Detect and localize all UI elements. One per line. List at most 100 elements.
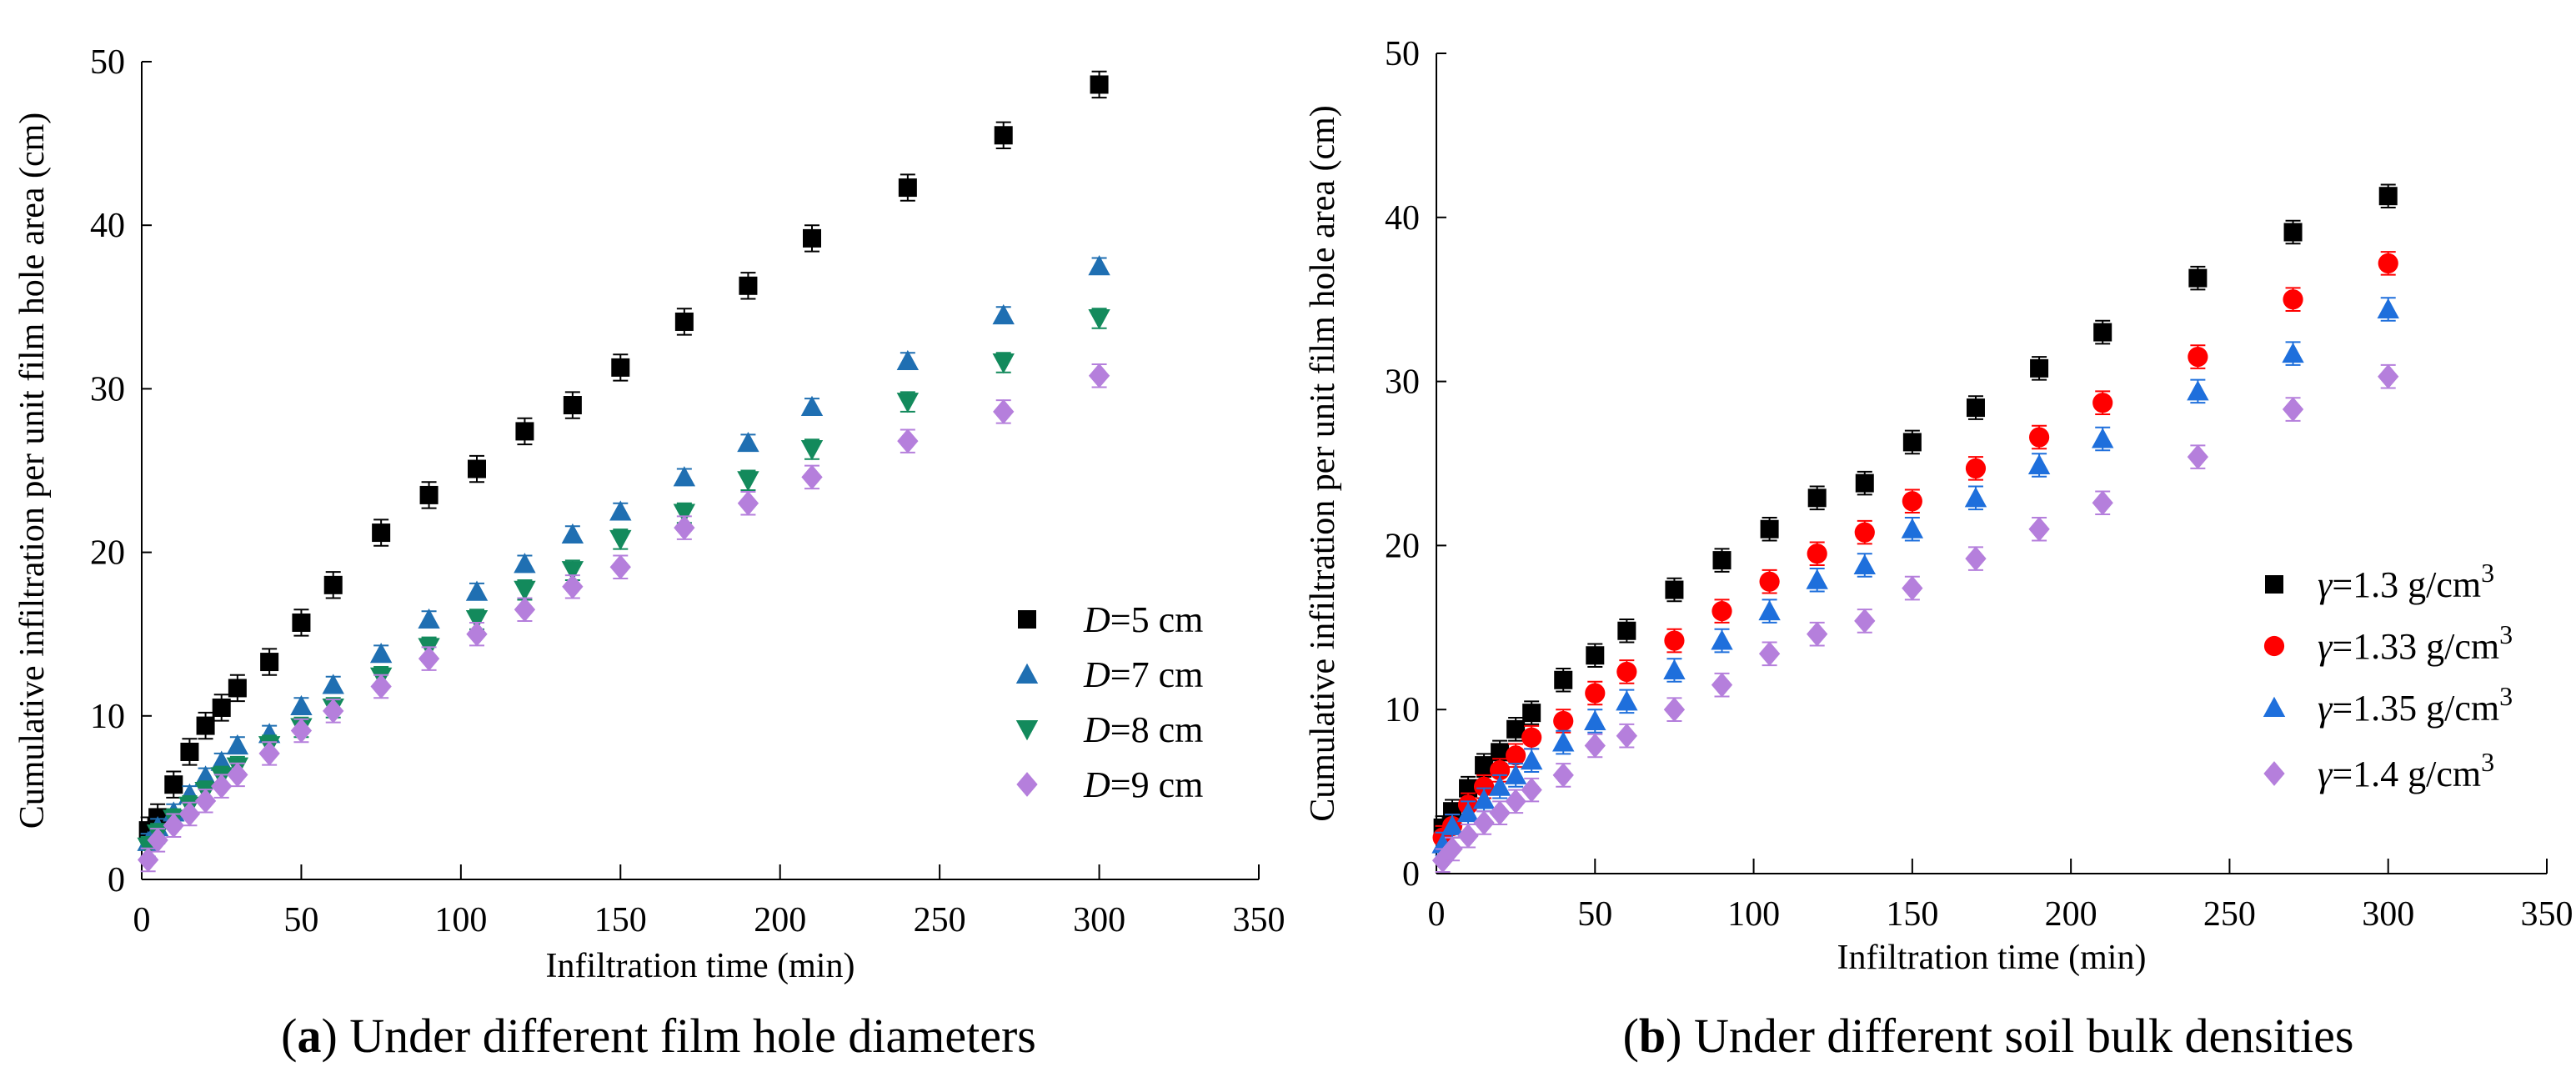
- data-point: [1504, 764, 1527, 784]
- data-point: [196, 716, 215, 735]
- data-point: [898, 178, 917, 198]
- data-point: [372, 523, 391, 543]
- data-point: [609, 554, 631, 580]
- data-point: [1505, 789, 1526, 814]
- data-point: [1584, 709, 1606, 730]
- data-point: [290, 718, 313, 744]
- y-tick-label: 10: [1385, 691, 1420, 729]
- data-point: [2030, 358, 2049, 378]
- data-point: [1475, 756, 1494, 775]
- data-point: [2092, 428, 2114, 448]
- data-point: [514, 553, 536, 574]
- data-point: [322, 674, 344, 694]
- data-point: [465, 580, 489, 601]
- data-point: [2028, 427, 2050, 448]
- x-tick-label: 250: [2203, 895, 2256, 934]
- data-point: [1456, 801, 1480, 823]
- data-point: [1441, 814, 1464, 835]
- data-point: [674, 515, 695, 541]
- data-point: [1711, 672, 1733, 698]
- data-point: [2283, 289, 2303, 310]
- legend-label: D=8 cm: [1083, 709, 1203, 750]
- data-point: [1473, 810, 1495, 835]
- legend-label: D=5 cm: [1083, 599, 1203, 640]
- data-point: [323, 699, 344, 724]
- y-tick-label: 30: [1385, 363, 1420, 402]
- data-point: [212, 698, 231, 717]
- data-point: [1712, 551, 1732, 570]
- legend-marker: [2263, 696, 2286, 717]
- data-point: [801, 464, 823, 490]
- data-point: [897, 428, 919, 454]
- data-point: [674, 312, 694, 331]
- legend-label: D=9 cm: [1083, 764, 1203, 805]
- y-tick-label: 10: [90, 698, 125, 736]
- data-point: [1965, 546, 1987, 571]
- data-point: [1457, 823, 1479, 849]
- data-point: [1854, 609, 1876, 634]
- data-point: [180, 742, 199, 761]
- x-tick-label: 50: [283, 901, 318, 939]
- data-point: [258, 741, 280, 766]
- data-point: [561, 561, 584, 582]
- x-tick-label: 350: [1233, 901, 1285, 939]
- series-3: [138, 363, 1110, 873]
- data-point: [1663, 659, 1686, 679]
- data-point: [673, 466, 696, 487]
- data-point: [515, 422, 534, 441]
- x-tick-label: 100: [1727, 895, 1780, 934]
- data-point: [1758, 641, 1781, 667]
- data-point: [2092, 393, 2113, 413]
- data-point: [2027, 453, 2051, 474]
- data-point: [1663, 697, 1686, 723]
- series-0: [138, 70, 1109, 844]
- data-point: [1522, 704, 1541, 723]
- data-point: [1521, 777, 1542, 803]
- y-tick-label: 0: [108, 861, 125, 899]
- data-point: [227, 762, 248, 788]
- data-point: [2188, 346, 2208, 368]
- chart-caption: (b) Under different soil bulk densities: [1623, 1009, 2354, 1063]
- legend-label: γ=1.3 g/cm3: [2318, 558, 2494, 605]
- data-point: [1616, 661, 1637, 683]
- data-point: [1760, 519, 1779, 538]
- data-point: [2282, 342, 2304, 363]
- data-point: [1964, 487, 1987, 508]
- data-point: [1488, 775, 1511, 796]
- data-point: [1901, 518, 1924, 538]
- legend-label: γ=1.35 g/cm3: [2318, 681, 2513, 729]
- data-point: [370, 674, 392, 699]
- y-tick-label: 30: [90, 370, 125, 408]
- x-tick-label: 200: [754, 901, 806, 939]
- chart-b: 0 50 100 150 200 250 300 350 0 10 20 30 40 50 Infiltra…: [1304, 35, 2573, 1063]
- data-point: [563, 396, 582, 415]
- chart-a: 0 50 100 150 200 250 300 350 0 10 20 30 40 50 Infiltra…: [13, 43, 1285, 1063]
- data-point: [1472, 789, 1496, 809]
- data-point: [1664, 630, 1685, 651]
- y-tick-label: 50: [90, 43, 125, 82]
- y-tick-label: 40: [90, 207, 125, 245]
- x-tick-label: 0: [133, 901, 151, 939]
- data-point: [1431, 848, 1454, 874]
- data-point: [1665, 580, 1684, 599]
- data-point: [609, 500, 632, 521]
- data-point: [1473, 776, 1495, 797]
- series-3: [1431, 363, 2399, 874]
- data-point: [514, 580, 536, 601]
- y-tick-label: 40: [1385, 199, 1420, 238]
- data-point: [800, 439, 824, 461]
- data-point: [739, 276, 758, 295]
- data-point: [562, 574, 584, 599]
- data-point: [673, 503, 696, 524]
- data-point: [803, 228, 821, 248]
- data-point: [737, 490, 759, 516]
- data-point: [1584, 733, 1606, 759]
- data-point: [1443, 802, 1462, 821]
- chart-caption: (a) Under different film hole diameters: [281, 1009, 1036, 1063]
- data-point: [1616, 690, 1638, 711]
- data-point: [1506, 745, 1526, 766]
- data-point: [609, 529, 632, 551]
- data-point: [1491, 743, 1510, 762]
- legend-marker: [1016, 772, 1038, 797]
- data-point: [228, 679, 247, 698]
